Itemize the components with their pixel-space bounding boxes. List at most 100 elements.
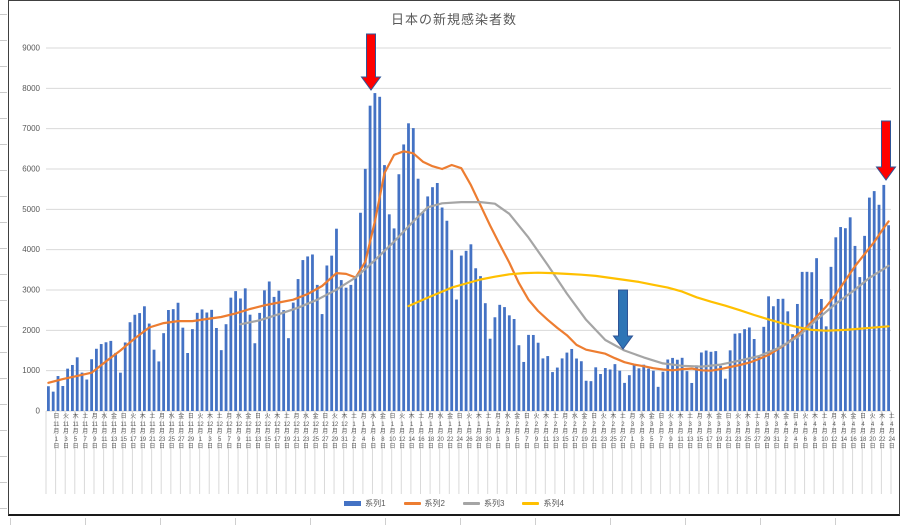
bar	[661, 371, 665, 411]
bar	[887, 225, 890, 411]
bar	[71, 364, 74, 411]
legend-item-series4[interactable]: 系列4	[522, 498, 564, 509]
bar	[229, 297, 233, 411]
sheet-row-line	[0, 40, 7, 41]
sheet-row-line	[0, 222, 7, 223]
x-axis-label: 火 11 月 3 日	[62, 414, 70, 451]
bar	[114, 352, 118, 411]
bar	[411, 128, 415, 411]
x-axis-label: 水 11 月 11 日	[101, 414, 108, 451]
legend-item-series3[interactable]: 系列3	[463, 498, 504, 509]
legend-item-series2[interactable]: 系列2	[403, 498, 445, 509]
bar	[522, 361, 526, 411]
bar	[579, 361, 583, 411]
chart-area[interactable]: 日本の新規感染者数 0 1000 2000 3000 4000 5000 6000 7000 8…	[8, 0, 900, 516]
x-axis-label: 火 4 月 20 日	[869, 414, 876, 451]
bar	[469, 244, 473, 411]
bar	[440, 207, 444, 411]
bar	[517, 345, 521, 411]
x-axis-label: 水 12 月 9 日	[235, 414, 243, 451]
sheet-row-line	[0, 170, 7, 171]
bar	[205, 312, 209, 411]
bar	[133, 314, 137, 411]
bar	[757, 356, 761, 411]
sheet-row-line	[0, 248, 7, 249]
bar	[848, 217, 852, 411]
bar	[191, 329, 194, 411]
x-axis-label: 火 3 月 23 日	[734, 414, 742, 451]
bar	[383, 165, 386, 411]
legend-label: 系列3	[484, 499, 505, 508]
x-axis-label: 土 1 月 16 日	[417, 414, 425, 451]
bar	[51, 391, 55, 411]
x-axis-label: 水 1 月 20 日	[437, 414, 444, 451]
sheet-row-line	[0, 66, 7, 67]
bar	[858, 277, 862, 411]
y-tick-label: 3000	[22, 286, 40, 295]
x-axis-label: 土 2 月 13 日	[552, 414, 560, 451]
bar	[291, 302, 295, 411]
bar	[738, 333, 742, 411]
bar	[867, 197, 871, 411]
bar	[627, 375, 631, 411]
x-axis-label: 土 3 月 13 日	[686, 414, 694, 451]
sheet-row-line	[0, 92, 7, 93]
bar	[167, 310, 170, 411]
bar	[75, 357, 79, 411]
bar	[541, 358, 545, 411]
x-axis-label: 月 2 月 15 日	[561, 414, 569, 451]
bar	[426, 196, 430, 411]
bar	[512, 319, 516, 411]
bar	[123, 342, 127, 411]
bar	[61, 385, 65, 411]
legend-item-series1[interactable]: 系列1	[344, 498, 386, 509]
bar	[771, 306, 775, 411]
bar	[709, 351, 713, 411]
bar	[392, 228, 396, 411]
bar	[272, 296, 276, 411]
bar	[200, 309, 204, 411]
bar	[699, 352, 703, 411]
sheet-row-line	[0, 482, 7, 483]
bar	[719, 365, 722, 411]
bar	[493, 317, 497, 411]
sheet-row-line	[0, 144, 7, 145]
bar	[407, 123, 410, 412]
bar	[723, 378, 727, 411]
bar	[647, 368, 650, 411]
x-axis-label: 木 4 月 22 日	[878, 414, 886, 451]
bar	[728, 350, 732, 411]
bar	[637, 368, 641, 411]
bar	[632, 364, 636, 411]
sheet-column-line	[760, 518, 761, 525]
sheet-column-line	[235, 518, 236, 525]
bar	[99, 344, 103, 411]
sheet-column-line	[10, 518, 11, 525]
bar	[267, 281, 271, 411]
bar	[171, 309, 175, 411]
sheet-row-line	[0, 508, 7, 509]
bar	[843, 228, 847, 411]
bar	[306, 256, 310, 411]
bar	[474, 268, 478, 411]
line-series3	[239, 201, 890, 368]
bar	[234, 291, 238, 411]
x-axis-label: 土 3 月 27 日	[754, 414, 761, 451]
bar	[527, 334, 530, 411]
bar	[819, 298, 823, 411]
sheet-row-line	[0, 456, 7, 457]
sheet-column-line	[535, 518, 536, 525]
bar	[90, 359, 94, 411]
bar	[733, 333, 737, 411]
legend-label: 系列2	[424, 499, 445, 508]
bar	[795, 303, 799, 411]
bar	[176, 302, 180, 411]
bar	[128, 322, 132, 411]
